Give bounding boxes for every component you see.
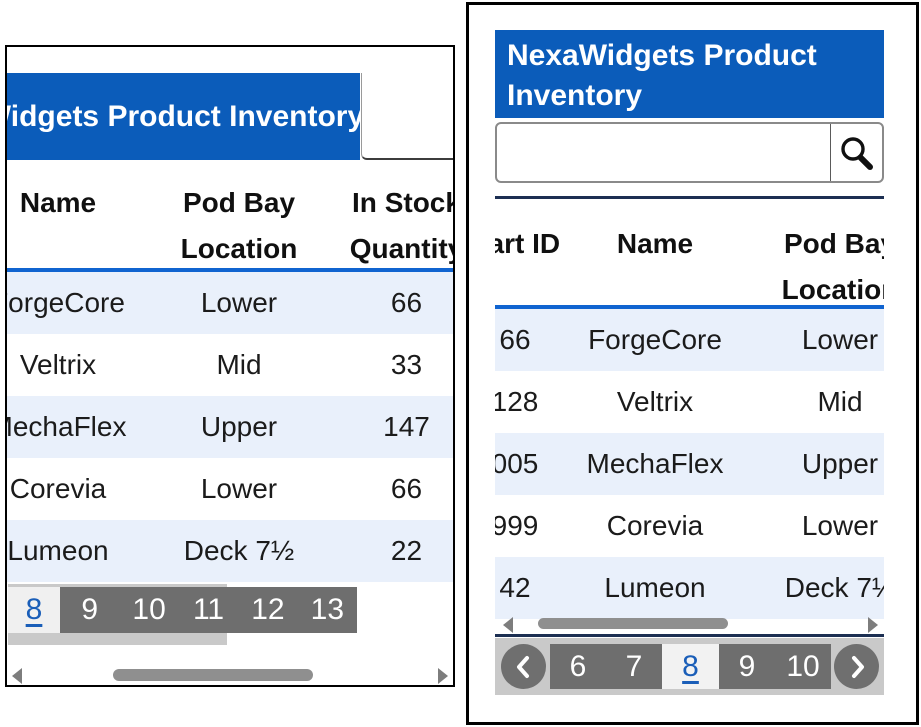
page-button[interactable]: 9 [738, 649, 756, 683]
table-top-border [495, 196, 884, 199]
current-page-number[interactable]: 8 [682, 649, 699, 683]
col-header-location: Pod Bay Location [180, 187, 298, 264]
page-button[interactable]: 6 [569, 649, 587, 683]
cell-name: Lumeon [7, 535, 109, 566]
page-title: NexaWidgets Product Inventory [7, 73, 360, 160]
scrollbar-thumb[interactable] [538, 618, 728, 629]
cell-location: Deck 7½ [183, 535, 295, 566]
table-row: 42 Lumeon Deck 7½ 22 [7, 520, 453, 582]
search-input[interactable] [361, 73, 453, 160]
page-button-group: 9 10 [719, 644, 831, 689]
cell-part-id: 66 [499, 324, 531, 355]
page-button[interactable]: 12 [251, 593, 285, 626]
search-button[interactable] [830, 124, 882, 181]
table-row: 66 ForgeCore Lower 66 [7, 272, 453, 334]
page-button[interactable]: 7 [625, 649, 643, 683]
pager-top-border [495, 634, 884, 637]
cell-name: ForgeCore [588, 324, 722, 355]
page-button-group: 9 10 11 12 13 [60, 587, 357, 633]
cell-location: Mid [216, 349, 262, 380]
table-row: 005 MechaFlex Upper 147 [7, 396, 453, 458]
scroll-right-arrow-icon[interactable] [438, 668, 448, 684]
table-row: 66 ForgeCore Lower 66 [495, 309, 884, 371]
table-row: 128 Veltrix Mid 33 [7, 334, 453, 396]
cell-name: MechaFlex [7, 411, 127, 442]
col-header-name: Name [19, 187, 97, 218]
header-underline [7, 268, 453, 272]
cell-name: ForgeCore [7, 287, 125, 318]
right-scrolled-content: Part ID Name Pod Bay Location In Stock Q… [495, 199, 884, 619]
cell-location: Lower [200, 473, 278, 504]
scroll-left-arrow-icon[interactable] [12, 668, 22, 684]
current-page-number[interactable]: 8 [25, 593, 43, 626]
cell-quantity: 147 [383, 411, 430, 442]
cell-location: Mid [817, 386, 863, 417]
chevron-left-icon [516, 655, 529, 678]
cell-location: Lower [200, 287, 278, 318]
next-page-button[interactable] [834, 644, 879, 689]
page-button-current[interactable]: 8 [662, 644, 719, 689]
cell-location: Upper [801, 448, 879, 479]
cell-quantity: 33 [390, 349, 423, 380]
cell-location: Upper [200, 411, 278, 442]
cell-part-id: 42 [499, 572, 531, 603]
cell-location: Lower [801, 324, 879, 355]
scroll-right-arrow-icon[interactable] [868, 617, 878, 633]
cell-name: Corevia [9, 473, 107, 504]
pagination-bar: 6 7 8 9 10 [495, 638, 884, 695]
table-row: 005 MechaFlex Upper 147 [495, 433, 884, 495]
page-button[interactable]: 13 [310, 593, 345, 626]
col-header-name: Name [616, 228, 694, 259]
page-button-group: 6 7 [550, 644, 662, 689]
page-button[interactable]: 10 [132, 593, 166, 626]
page-button-current[interactable]: 8 [8, 587, 60, 633]
prev-page-button[interactable] [501, 644, 546, 689]
scroll-left-arrow-icon[interactable] [503, 617, 513, 633]
cell-name: MechaFlex [586, 448, 724, 479]
right-viewport-panel: NexaWidgets Product Inventory Part ID Na… [466, 2, 919, 725]
table-scroll-area[interactable]: Part ID Name Pod Bay Location In Stock Q… [495, 199, 884, 620]
table-header-row: Part ID Name Pod Bay Location In Stock Q… [7, 160, 455, 268]
inventory-table: Part ID Name Pod Bay Location In Stock Q… [7, 160, 455, 582]
horizontal-scrollbar[interactable] [7, 665, 453, 685]
cell-quantity: 66 [390, 287, 423, 318]
table-row: 999 Corevia Lower 66 [7, 458, 453, 520]
col-header-quantity: In Stock Quantity [349, 187, 455, 264]
page-button[interactable]: 10 [786, 649, 820, 683]
header-underline [495, 305, 884, 309]
cell-name: Veltrix [19, 349, 97, 380]
cell-location: Deck 7½ [784, 572, 884, 603]
cell-quantity: 66 [390, 473, 423, 504]
table-row: 128 Veltrix Mid 33 [495, 371, 884, 433]
cell-part-id: 005 [495, 448, 539, 479]
page-button[interactable]: 11 [192, 593, 225, 626]
search-icon [840, 136, 873, 170]
scrollbar-thumb[interactable] [113, 669, 313, 681]
page-title: NexaWidgets Product Inventory [495, 30, 884, 118]
cell-name: Veltrix [616, 386, 694, 417]
cell-quantity: 22 [390, 535, 423, 566]
cell-name: Lumeon [604, 572, 706, 603]
cell-part-id: 128 [495, 386, 539, 417]
chevron-right-icon [851, 655, 864, 678]
table-row: 999 Corevia Lower 66 [495, 495, 884, 557]
search-input[interactable] [495, 122, 884, 183]
col-header-location: Pod Bay Location [781, 228, 884, 305]
cell-part-id: 999 [495, 510, 539, 541]
left-scrolled-content: NexaWidgets Product Inventory Part ID Na… [7, 47, 455, 582]
col-header-part-id: Part ID [495, 228, 561, 259]
cell-location: Lower [801, 510, 879, 541]
page-button[interactable]: 9 [81, 593, 99, 626]
table-header-row: Part ID Name Pod Bay Location In Stock Q… [495, 199, 884, 305]
cell-name: Corevia [606, 510, 704, 541]
table-row: 42 Lumeon Deck 7½ 22 [495, 557, 884, 619]
left-viewport-panel: NexaWidgets Product Inventory Part ID Na… [5, 45, 455, 687]
horizontal-scrollbar[interactable] [495, 615, 884, 635]
